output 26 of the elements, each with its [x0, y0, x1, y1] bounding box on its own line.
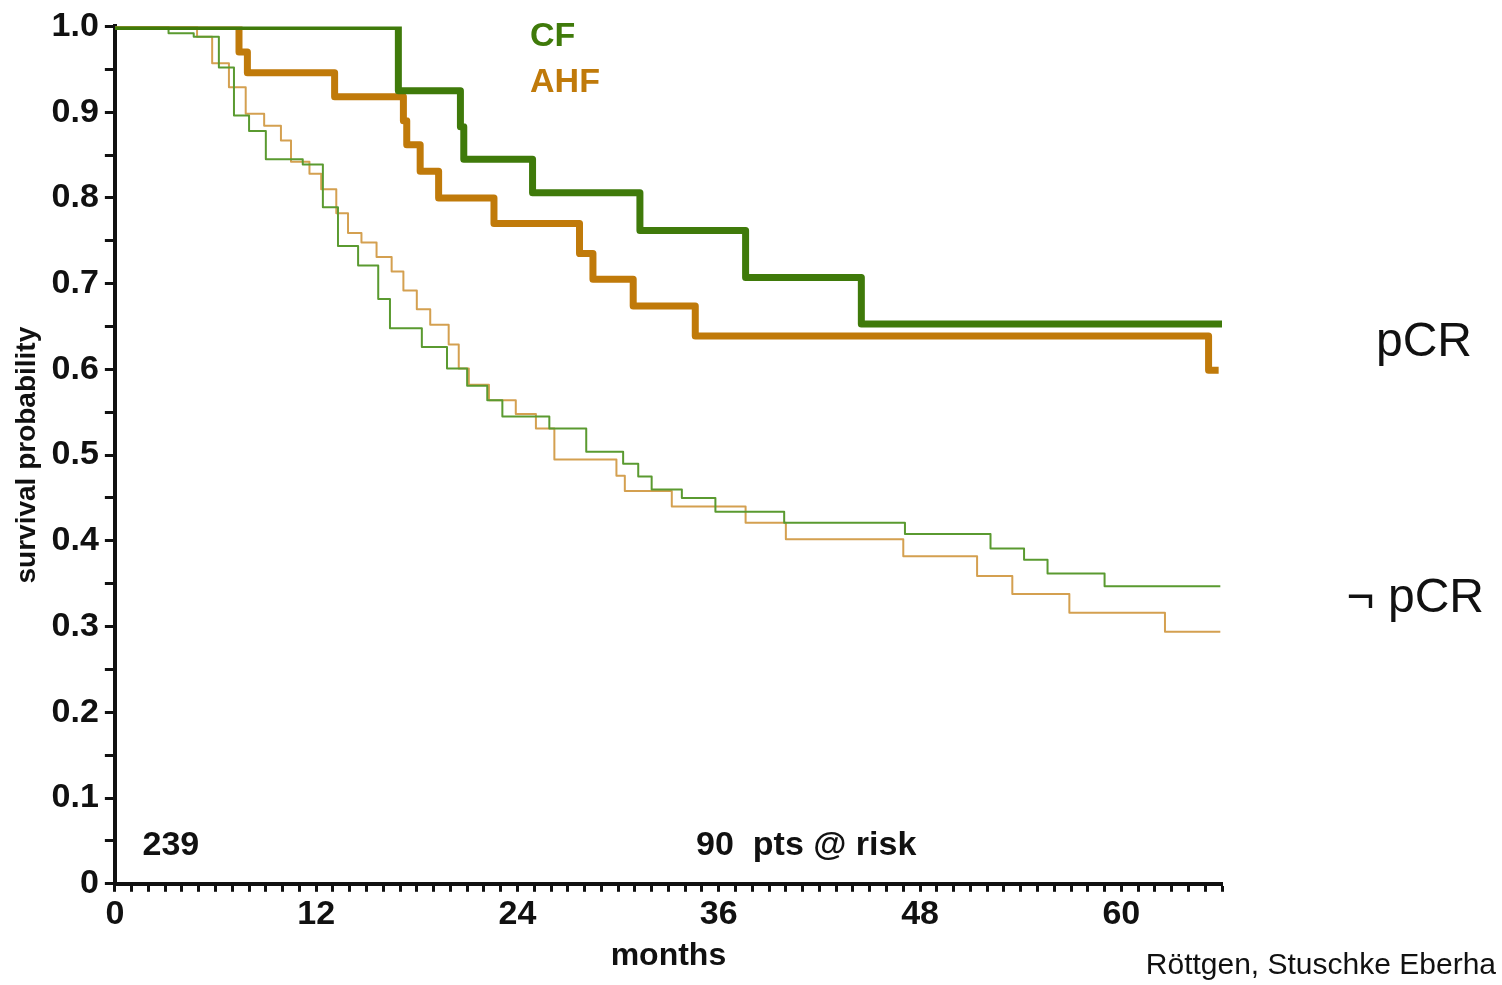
x-tick-label: 0 — [105, 892, 125, 931]
text: AHF — [530, 60, 600, 99]
x-tick-label: 48 — [901, 892, 939, 931]
y-tick-label: 0.8 — [51, 176, 99, 215]
text: CF — [530, 14, 576, 53]
y-tick-label: 0 — [79, 862, 99, 901]
x-tick-label: 12 — [297, 892, 336, 931]
text: pCR — [1375, 312, 1472, 367]
text: ¬ pCR — [1346, 568, 1484, 623]
y-tick-label: 0.3 — [51, 604, 99, 643]
x-tick-label: 60 — [1102, 892, 1141, 931]
y-tick-label: 0.7 — [51, 261, 99, 300]
x-axis-title: months — [610, 935, 727, 972]
annotation: 90 pts @ risk — [696, 824, 917, 863]
y-tick-label: 0.4 — [51, 519, 99, 558]
y-axis-title: survival probability — [9, 326, 41, 584]
x-tick-label: 36 — [699, 892, 738, 931]
y-tick-label: 0.5 — [51, 433, 99, 472]
y-tick-label: 0.9 — [51, 90, 99, 129]
x-tick-label: 24 — [498, 892, 537, 931]
y-tick-label: 0.6 — [51, 347, 99, 386]
y-tick-label: 0.2 — [51, 690, 99, 729]
annotation: 239 — [142, 824, 200, 863]
y-tick-label: 1.0 — [51, 4, 99, 43]
text: Röttgen, Stuschke Eberha — [1145, 947, 1496, 981]
y-tick-label: 0.1 — [51, 776, 99, 815]
